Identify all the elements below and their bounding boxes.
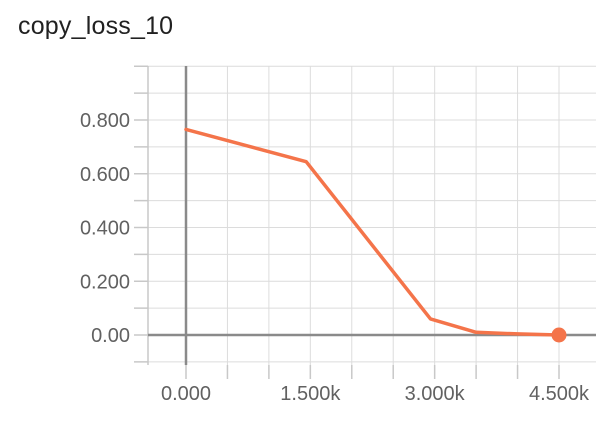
x-tick-label: 0.000 <box>161 383 211 405</box>
y-tick-label: 0.200 <box>80 271 130 293</box>
y-tick-label: 0.00 <box>91 325 130 347</box>
x-tick-label: 1.500k <box>280 383 341 405</box>
y-tick-label: 0.600 <box>80 164 130 186</box>
chart-tick-labels: 0.00 0.200 0.400 0.600 0.800 0.000 1.500k 3.000… <box>80 110 590 405</box>
chart-series <box>184 127 567 343</box>
chart-grid <box>147 65 596 365</box>
series-line <box>184 127 561 337</box>
x-tick-label: 3.000k <box>405 383 466 405</box>
x-tick-label: 4.500k <box>529 383 590 405</box>
y-tick-label: 0.800 <box>80 110 130 132</box>
y-tick-label: 0.400 <box>80 218 130 240</box>
last-point-marker <box>551 327 567 343</box>
chart-title: copy_loss_10 <box>18 12 174 40</box>
chart-axes <box>134 65 596 379</box>
